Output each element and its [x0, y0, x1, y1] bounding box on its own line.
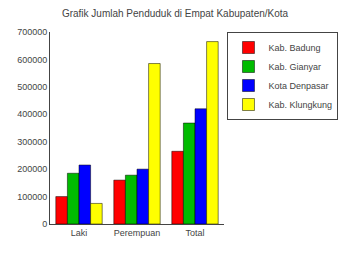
svg-text:200000: 200000 — [17, 164, 47, 174]
svg-text:400000: 400000 — [17, 109, 47, 119]
svg-text:700000: 700000 — [17, 27, 47, 37]
svg-text:Kab. Gianyar: Kab. Gianyar — [268, 62, 321, 72]
svg-text:Kota Denpasar: Kota Denpasar — [268, 81, 328, 91]
svg-text:Laki: Laki — [71, 228, 88, 238]
svg-text:0: 0 — [42, 219, 47, 229]
svg-text:300000: 300000 — [17, 137, 47, 147]
svg-text:Total: Total — [185, 228, 204, 238]
svg-text:Grafik Jumlah Penduduk di Empa: Grafik Jumlah Penduduk di Empat Kabupate… — [62, 8, 289, 19]
svg-text:Kab. Badung: Kab. Badung — [268, 43, 320, 53]
svg-text:Kab. Klungkung: Kab. Klungkung — [268, 100, 332, 110]
svg-text:500000: 500000 — [17, 82, 47, 92]
svg-text:Perempuan: Perempuan — [114, 228, 161, 238]
svg-text:600000: 600000 — [17, 55, 47, 65]
svg-text:100000: 100000 — [17, 192, 47, 202]
